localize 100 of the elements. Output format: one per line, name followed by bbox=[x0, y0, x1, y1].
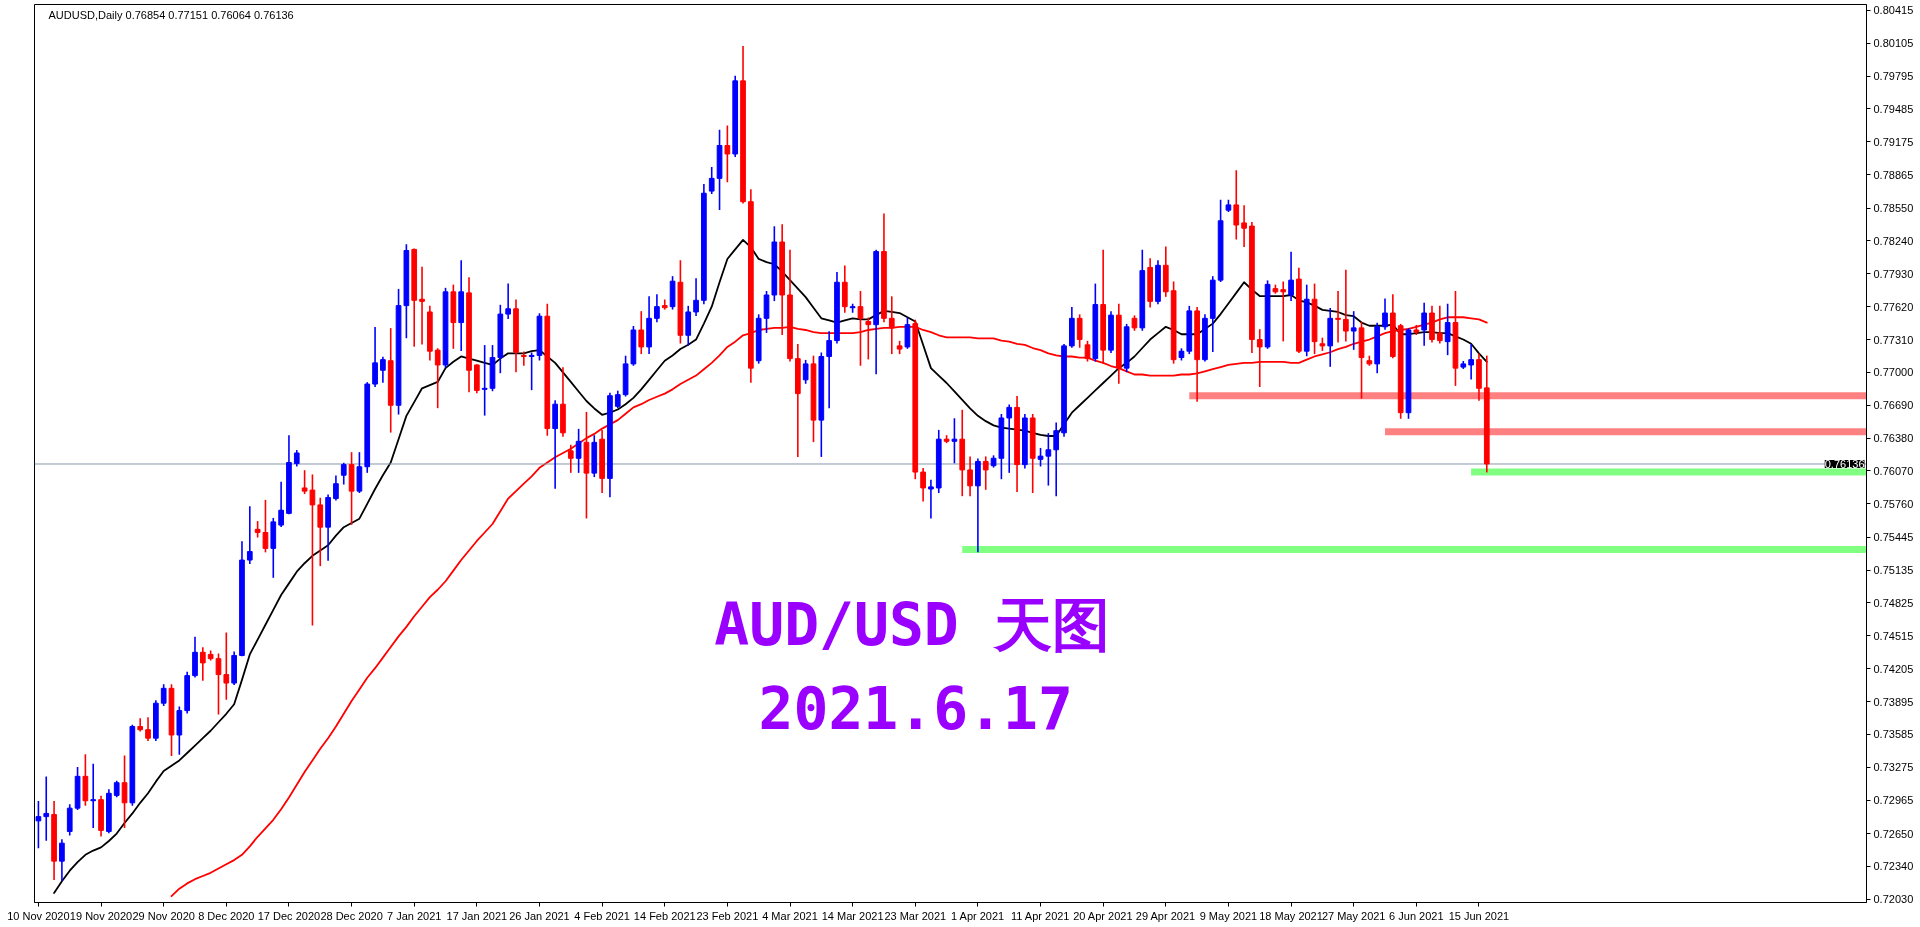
y-tick-label: 0.74515 bbox=[1873, 629, 1914, 642]
y-tick-label: 0.77620 bbox=[1873, 300, 1914, 313]
candlestick bbox=[928, 479, 934, 519]
y-tick-label: 0.73895 bbox=[1873, 695, 1914, 708]
x-tick-label: 14 Feb 2021 bbox=[633, 909, 696, 922]
y-tick-label: 0.75760 bbox=[1873, 497, 1914, 510]
x-tick-label: 18 May 2021 bbox=[1259, 909, 1323, 922]
y-tick-label: 0.79175 bbox=[1873, 135, 1914, 148]
y-tick-label: 0.75135 bbox=[1873, 564, 1914, 577]
x-tick-label: 1 Apr 2021 bbox=[950, 909, 1005, 922]
x-tick-label: 29 Apr 2021 bbox=[1135, 909, 1196, 922]
candlestick bbox=[1280, 281, 1287, 342]
x-tick-label: 23 Mar 2021 bbox=[884, 909, 947, 922]
y-tick-label: 0.72965 bbox=[1873, 794, 1914, 807]
candlestick bbox=[340, 462, 347, 485]
y-tick-label: 0.80415 bbox=[1873, 4, 1914, 17]
y-tick-label: 0.75445 bbox=[1873, 531, 1914, 544]
candlestick bbox=[661, 299, 668, 310]
candlestick bbox=[333, 475, 339, 501]
candlestick bbox=[520, 351, 527, 366]
y-tick-label: 0.77310 bbox=[1873, 333, 1914, 346]
candlestick bbox=[481, 345, 488, 416]
x-tick-label: 17 Jan 2021 bbox=[446, 909, 508, 922]
candlestick bbox=[317, 497, 324, 567]
candlestick bbox=[372, 327, 378, 387]
candlestick bbox=[693, 278, 699, 316]
x-tick-label: 8 Dec 2020 bbox=[198, 909, 255, 922]
candlestick bbox=[246, 506, 253, 565]
candlestick bbox=[215, 653, 222, 715]
candlestick bbox=[567, 444, 574, 473]
y-tick-label: 0.72030 bbox=[1873, 893, 1914, 906]
candlestick bbox=[66, 804, 73, 836]
candlestick bbox=[1076, 314, 1083, 348]
y-tick-label: 0.74825 bbox=[1873, 596, 1914, 609]
candlestick bbox=[575, 428, 582, 473]
candlestick bbox=[1053, 422, 1060, 497]
candlestick bbox=[967, 456, 973, 497]
y-tick-label: 0.76690 bbox=[1873, 399, 1914, 412]
candlestick bbox=[90, 763, 97, 829]
candlestick bbox=[951, 418, 958, 464]
x-tick-label: 6 Jun 2021 bbox=[1389, 909, 1444, 922]
candlestick bbox=[1045, 433, 1052, 486]
y-tick-label: 0.72650 bbox=[1873, 827, 1914, 840]
x-tick-label: 14 Mar 2021 bbox=[821, 909, 884, 922]
candlestick bbox=[145, 717, 151, 742]
x-tick-label: 4 Feb 2021 bbox=[574, 909, 630, 922]
line-series bbox=[53, 238, 1488, 894]
y-tick-label: 0.78865 bbox=[1873, 168, 1914, 181]
candlestick bbox=[278, 481, 284, 527]
x-tick-label: 15 Jun 2021 bbox=[1448, 909, 1510, 922]
candlestick bbox=[1233, 170, 1240, 240]
y-tick-label: 0.77930 bbox=[1873, 267, 1914, 280]
x-tick-label: 23 Feb 2021 bbox=[696, 909, 759, 922]
candlestick bbox=[1468, 344, 1474, 380]
candlestick bbox=[802, 359, 809, 384]
candlestick bbox=[920, 468, 926, 502]
candlestick bbox=[528, 352, 535, 391]
y-tick-label: 0.74205 bbox=[1873, 662, 1914, 675]
y-tick-label: 0.73585 bbox=[1873, 728, 1914, 741]
x-tick-label: 4 Mar 2021 bbox=[762, 909, 818, 922]
candlestick bbox=[1256, 329, 1263, 387]
text: AUD/USD 天图 bbox=[714, 591, 1110, 660]
candlestick bbox=[505, 283, 512, 320]
x-tick-label: 28 Dec 2020 bbox=[320, 909, 383, 922]
x-tick-label: 29 Nov 2020 bbox=[132, 909, 195, 922]
candlestick bbox=[724, 125, 731, 183]
candlestick bbox=[380, 356, 386, 383]
x-tick-label: 11 Apr 2021 bbox=[1010, 909, 1070, 922]
candlestick bbox=[434, 348, 441, 409]
y-tick-label: 0.77000 bbox=[1873, 366, 1914, 379]
text: 2021.6.17 bbox=[758, 675, 1073, 744]
y-tick-label: 0.80105 bbox=[1873, 37, 1914, 50]
candlestick bbox=[419, 266, 425, 345]
candlestick bbox=[121, 755, 128, 829]
candlestick bbox=[35, 800, 42, 849]
candlestick bbox=[192, 636, 198, 678]
y-tick-label: 0.79795 bbox=[1873, 70, 1914, 83]
y-tick-label: 0.76070 bbox=[1873, 464, 1914, 477]
candlestick bbox=[199, 647, 206, 681]
x-tick-label: 20 Apr 2021 bbox=[1073, 909, 1133, 922]
y-tick-label: 0.78240 bbox=[1873, 234, 1914, 247]
candlestick bbox=[1382, 298, 1388, 330]
candlestick bbox=[1350, 311, 1357, 350]
annotation: AUDUSD,Daily 0.76854 0.77151 0.76064 0.76136 bbox=[48, 8, 294, 21]
candlestick bbox=[160, 684, 167, 707]
candlestick bbox=[1421, 302, 1428, 346]
candlestick bbox=[638, 311, 645, 355]
y-tick-label: 0.79485 bbox=[1873, 102, 1914, 115]
candlestick bbox=[1444, 303, 1451, 356]
y-tick-label: 0.72340 bbox=[1873, 860, 1914, 873]
candlestick bbox=[1288, 251, 1294, 302]
x-tick-label: 26 Jan 2021 bbox=[509, 909, 570, 922]
candlestick bbox=[763, 291, 770, 333]
candlestick bbox=[223, 632, 230, 700]
candlestick bbox=[43, 776, 50, 841]
candlestick bbox=[1084, 340, 1091, 362]
candlestick bbox=[904, 317, 911, 349]
candlestick bbox=[59, 839, 65, 882]
candlestick bbox=[1006, 404, 1013, 473]
candlestick bbox=[826, 331, 832, 409]
